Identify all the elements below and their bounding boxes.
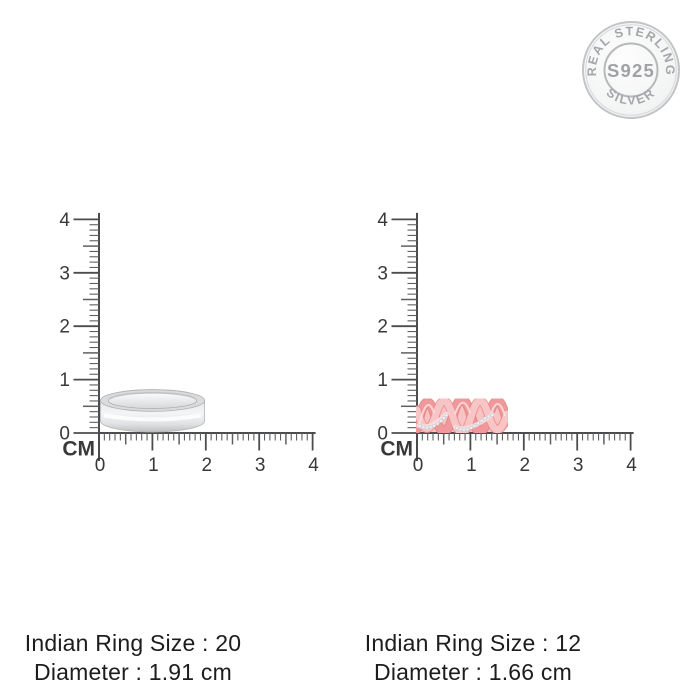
ruler-number-horizontal: 3 xyxy=(573,455,584,476)
ruler-number-horizontal: 1 xyxy=(466,455,477,476)
ruler-number-horizontal: 0 xyxy=(413,455,424,476)
ruler-number-horizontal: 2 xyxy=(520,455,531,476)
seal-center-text: S925 xyxy=(607,60,655,81)
ruler-number-vertical: 2 xyxy=(377,317,388,338)
ring-size-text-left: Indian Ring Size : 20 xyxy=(24,630,242,656)
seal-outer-circle xyxy=(582,21,680,119)
braid-highlight-2 xyxy=(454,401,471,415)
ruler-right-cm: 0 0 1 1 2 2 3 3 4 4 CM xyxy=(377,210,637,476)
braid-strand-2 xyxy=(416,398,508,433)
ruler-number-vertical: 4 xyxy=(377,210,388,231)
spec-block-left: Indian Ring Size : 20 Diameter : 1.91 cm xyxy=(20,629,246,687)
ring-diameter-text-left: Diameter : 1.91 cm xyxy=(34,659,232,685)
ruler-number-horizontal: 2 xyxy=(202,455,213,476)
sterling-silver-seal: REAL STERLING S925 SILVER xyxy=(582,21,680,119)
ruler-number-horizontal: 4 xyxy=(626,455,637,476)
silver-ring-inner-shadow xyxy=(109,391,196,400)
silver-band-ring xyxy=(100,389,205,433)
silver-ring-highlight xyxy=(103,413,202,422)
ruler-number-vertical: 4 xyxy=(59,210,70,231)
ring-diameter-text-right: Diameter : 1.66 cm xyxy=(374,659,572,685)
ruler-number-horizontal: 1 xyxy=(148,455,159,476)
seal-arc-bottom-text: SILVER xyxy=(604,85,659,107)
seal-outer-inner-line xyxy=(585,24,677,116)
braid-highlight-1 xyxy=(418,403,435,427)
ruler-number-vertical: 3 xyxy=(377,263,388,284)
ruler-number-vertical: 3 xyxy=(59,263,70,284)
seal-inner-circle xyxy=(603,42,659,98)
ruler-number-vertical: 0 xyxy=(377,424,388,445)
ruler-number-horizontal: 0 xyxy=(95,455,106,476)
ruler-left-cm: 0 0 1 1 2 2 3 3 4 4 CM xyxy=(59,210,319,476)
ruler-number-vertical: 1 xyxy=(377,370,388,391)
rose-gold-braided-ring xyxy=(416,398,508,433)
ruler-number-horizontal: 3 xyxy=(255,455,266,476)
spec-block-right: Indian Ring Size : 12 Diameter : 1.66 cm xyxy=(358,629,588,687)
cm-unit-label: CM xyxy=(380,438,413,461)
ring-size-text-right: Indian Ring Size : 12 xyxy=(364,630,582,656)
ruler-number-vertical: 0 xyxy=(59,424,70,445)
ruler-number-vertical: 1 xyxy=(59,370,70,391)
cm-unit-label: CM xyxy=(62,438,95,461)
ruler-number-horizontal: 4 xyxy=(308,455,319,476)
pave-stones xyxy=(418,413,494,432)
ruler-number-vertical: 2 xyxy=(59,317,70,338)
braid-highlight-3 xyxy=(490,403,506,417)
